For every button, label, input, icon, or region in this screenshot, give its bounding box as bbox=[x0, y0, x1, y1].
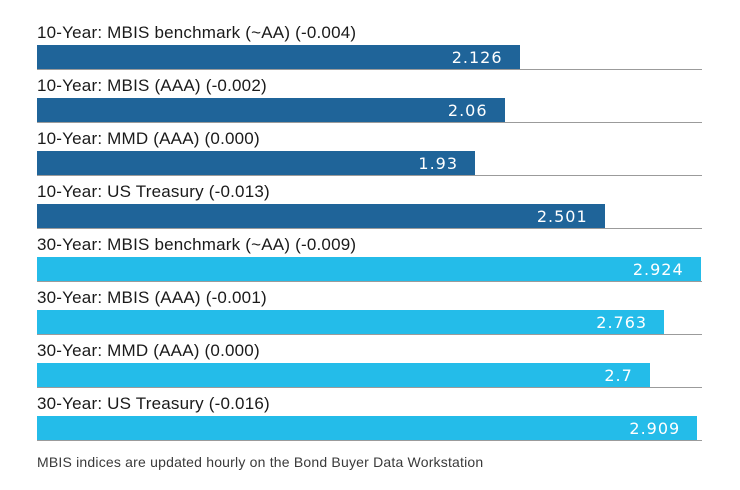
bar-track: 1.93 bbox=[37, 151, 702, 176]
chart-footnote: MBIS indices are updated hourly on the B… bbox=[37, 454, 484, 470]
bar-track: 2.7 bbox=[37, 363, 702, 388]
chart-row: 10-Year: US Treasury (-0.013) 2.501 bbox=[37, 179, 702, 229]
bar-label: 10-Year: MBIS (AAA) (-0.002) bbox=[37, 76, 267, 95]
bar-value-label: 2.06 bbox=[447, 100, 488, 120]
bar-label: 10-Year: MMD (AAA) (0.000) bbox=[37, 129, 260, 148]
bar-label: 10-Year: US Treasury (-0.013) bbox=[37, 182, 270, 201]
bar-label: 30-Year: MMD (AAA) (0.000) bbox=[37, 341, 260, 360]
bar-10y-mbis-benchmark: 2.126 bbox=[37, 45, 520, 69]
bar-value-label: 1.93 bbox=[418, 153, 459, 173]
chart-row: 10-Year: MBIS (AAA) (-0.002) 2.06 bbox=[37, 73, 702, 123]
bar-10y-us-treasury: 2.501 bbox=[37, 204, 605, 228]
bar-label: 30-Year: MBIS (AAA) (-0.001) bbox=[37, 288, 267, 307]
bar-track: 2.763 bbox=[37, 310, 702, 335]
chart-row: 30-Year: US Treasury (-0.016) 2.909 bbox=[37, 391, 702, 441]
chart-row: 30-Year: MMD (AAA) (0.000) 2.7 bbox=[37, 338, 702, 388]
bar-10y-mmd-aaa: 1.93 bbox=[37, 151, 476, 175]
bar-30y-mbis-aaa: 2.763 bbox=[37, 310, 665, 334]
bar-value-label: 2.909 bbox=[629, 418, 681, 438]
bar-value-label: 2.501 bbox=[536, 206, 588, 226]
chart-row: 30-Year: MBIS benchmark (~AA) (-0.009) 2… bbox=[37, 232, 702, 282]
chart-row: 10-Year: MMD (AAA) (0.000) 1.93 bbox=[37, 126, 702, 176]
bar-value-label: 2.763 bbox=[596, 312, 648, 332]
bar-30y-mmd-aaa: 2.7 bbox=[37, 363, 650, 387]
bar-10y-mbis-aaa: 2.06 bbox=[37, 98, 505, 122]
bar-value-label: 2.924 bbox=[632, 259, 684, 279]
bar-30y-mbis-benchmark: 2.924 bbox=[37, 257, 701, 281]
bar-label: 30-Year: MBIS benchmark (~AA) (-0.009) bbox=[37, 235, 357, 254]
bar-value-label: 2.7 bbox=[604, 365, 633, 385]
yield-bar-chart: 10-Year: MBIS benchmark (~AA) (-0.004) 2… bbox=[37, 20, 702, 441]
bar-track: 2.501 bbox=[37, 204, 702, 229]
bar-track: 2.126 bbox=[37, 45, 702, 70]
chart-row: 10-Year: MBIS benchmark (~AA) (-0.004) 2… bbox=[37, 20, 702, 70]
chart-row: 30-Year: MBIS (AAA) (-0.001) 2.763 bbox=[37, 285, 702, 335]
bar-label: 10-Year: MBIS benchmark (~AA) (-0.004) bbox=[37, 23, 357, 42]
bar-value-label: 2.126 bbox=[451, 47, 503, 67]
bar-label: 30-Year: US Treasury (-0.016) bbox=[37, 394, 270, 413]
bar-track: 2.06 bbox=[37, 98, 702, 123]
bar-track: 2.909 bbox=[37, 416, 702, 441]
bar-30y-us-treasury: 2.909 bbox=[37, 416, 698, 440]
bar-track: 2.924 bbox=[37, 257, 702, 282]
